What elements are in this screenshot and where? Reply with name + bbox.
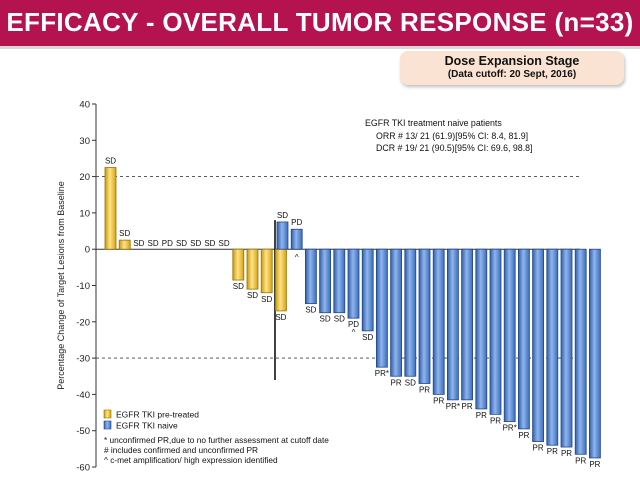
bar-label: PR [476, 411, 487, 420]
data-cutoff-label: (Data cutoff: 20 Sept, 2016) [447, 69, 577, 80]
data-bar [461, 248, 474, 401]
bar-label-caret: ^ [295, 253, 299, 262]
header-bar: EFFICACY - OVERALL TUMOR RESPONSE (n=33) [0, 0, 640, 46]
bar-label: PR [518, 431, 529, 440]
bar-label-caret: ^ [352, 328, 356, 337]
footnote: * unconfirmed PR,due to no further asses… [104, 435, 329, 445]
stage-title: Dose Expansion Stage [444, 54, 580, 68]
data-bar [503, 248, 516, 423]
data-bar [246, 248, 259, 290]
bar-label: PR* [375, 369, 389, 378]
data-bar [432, 248, 445, 395]
y-tick-label: -10 [76, 281, 90, 292]
data-bar [290, 228, 303, 250]
data-bar [418, 248, 431, 384]
bar-label: SD [305, 306, 316, 315]
stage-info-box: Dose Expansion Stage (Data cutoff: 20 Se… [400, 51, 624, 85]
bar-label: SD [334, 315, 345, 324]
data-bar [532, 248, 544, 442]
bar-label: SD [261, 295, 272, 304]
legend-swatch [103, 420, 112, 430]
bar-label: SD [320, 315, 331, 324]
bar-label: SD [275, 313, 286, 322]
header-divider [0, 46, 640, 49]
data-bar [446, 248, 459, 401]
y-axis-label: Percentage Change of Target Lesions from… [56, 181, 66, 389]
footnote: ^ c-met amplification/ high expression i… [104, 455, 278, 465]
bar-label: PR [589, 460, 600, 469]
y-tick-label: 40 [79, 100, 90, 111]
data-bar [560, 248, 573, 448]
y-tick-label: 10 [79, 208, 90, 219]
data-bar [319, 248, 332, 314]
y-tick-label: -60 [76, 463, 90, 474]
bar-label: SD [204, 239, 215, 248]
bar-label: PR [490, 416, 501, 425]
legend-swatch [103, 409, 112, 419]
data-bar [518, 248, 530, 430]
data-bar [574, 248, 587, 455]
bar-label: PD [291, 218, 302, 227]
annotation-line: ORR # 13/ 21 (61.9)[95% CI: 8.4, 81.9] [376, 131, 528, 141]
bar-label: PR [391, 378, 402, 387]
y-tick-label: 30 [79, 136, 90, 147]
bar-label: PR [575, 456, 586, 465]
bar-label: SD [247, 291, 258, 300]
bar-label: PR* [446, 402, 460, 411]
data-bar [347, 248, 360, 319]
bar-label: SD [119, 229, 130, 238]
bar-label: PR [433, 396, 444, 405]
data-bar [104, 167, 117, 250]
bar-label: PR* [503, 424, 517, 433]
data-bar [276, 221, 289, 250]
data-bar [375, 248, 388, 368]
bar-label: PD [162, 239, 173, 248]
bar-label: PR [547, 447, 558, 456]
data-bar [232, 248, 245, 281]
data-bar [390, 248, 403, 377]
data-bar [546, 248, 559, 446]
y-tick-label: -40 [76, 390, 90, 401]
data-bar [260, 248, 273, 294]
footnote: # includes confirmed and unconfirmed PR [104, 445, 258, 455]
bar-label: PD [348, 320, 359, 329]
data-bar [475, 248, 488, 410]
bar-label: SD [105, 157, 116, 166]
bar-label: SD [233, 282, 244, 291]
legend-label: EGFR TKI pre-treated [116, 410, 199, 420]
y-tick-label: -20 [76, 317, 90, 328]
annotation-line: DCR # 19/ 21 (90.5)[95% CI: 69.6, 98.8] [376, 143, 532, 153]
bar-label: SD [219, 239, 230, 248]
bar-label: SD [176, 239, 187, 248]
bar-label: SD [362, 333, 373, 342]
bar-label: SD [148, 239, 159, 248]
y-tick-label: 0 [85, 245, 90, 256]
data-bar [274, 248, 287, 312]
data-bar [589, 248, 601, 459]
bar-label: PR [561, 449, 572, 458]
annotation-title: EGFR TKI treatment naive patients [365, 118, 502, 128]
bar-label: PR [419, 386, 430, 395]
data-bar [333, 248, 346, 314]
bar-label: SD [133, 239, 144, 248]
data-bar [361, 248, 374, 332]
y-tick-label: -30 [76, 354, 90, 365]
data-bar [404, 248, 417, 377]
bar-label: PR [533, 444, 544, 453]
legend-label: EGFR TKI naive [116, 421, 178, 431]
bar-label: SD [190, 239, 201, 248]
y-tick-label: -50 [76, 426, 90, 437]
data-bar [489, 248, 502, 415]
bar-label: SD [405, 378, 416, 387]
page-title: EFFICACY - OVERALL TUMOR RESPONSE (n=33) [6, 7, 634, 37]
bar-label: PR [462, 402, 473, 411]
data-bar [304, 248, 317, 305]
data-bar [118, 239, 131, 250]
bar-label: SD [277, 211, 288, 220]
y-tick-label: 20 [79, 172, 90, 183]
